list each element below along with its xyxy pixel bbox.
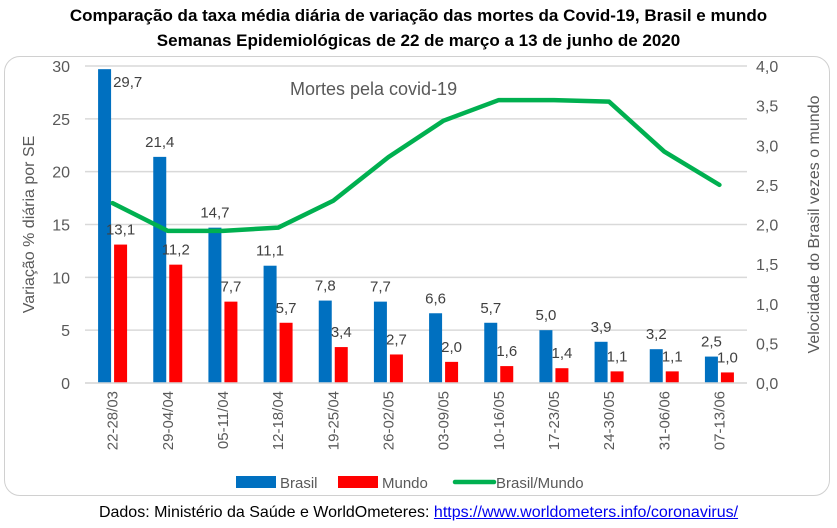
bar-brasil (704, 356, 718, 383)
data-label-brasil: 6,6 (425, 290, 446, 307)
data-label-mundo: 11,2 (162, 242, 190, 259)
bar-brasil (539, 330, 553, 383)
x-tick-label: 31-06/06 (656, 391, 673, 450)
bar-mundo (445, 361, 459, 383)
legend-label-brasil-mundo: Brasil/Mundo (496, 475, 584, 492)
data-label-mundo: 13,1 (106, 222, 135, 239)
chart-title: Comparação da taxa média diária de varia… (69, 6, 768, 25)
bar-mundo (114, 244, 128, 383)
data-label-mundo: 1,0 (717, 349, 738, 366)
bar-brasil (263, 265, 277, 383)
legend-label-mundo: Mundo (382, 475, 428, 492)
data-label-mundo: 3,4 (331, 324, 352, 341)
x-tick-label: 07-13/06 (711, 391, 728, 450)
y-axis-label: Variação % diária por SE (21, 136, 38, 314)
bar-mundo (224, 301, 238, 383)
data-label-brasil: 7,8 (315, 278, 336, 295)
x-tick-label: 05-11/04 (215, 391, 232, 449)
bar-mundo (169, 264, 183, 383)
x-tick-label: 19-25/04 (325, 391, 342, 450)
y-tick-label: 30 (52, 59, 70, 76)
data-label-mundo: 1,1 (607, 348, 628, 365)
chart-frame (4, 56, 830, 496)
data-label-mundo: 2,7 (386, 331, 407, 348)
bar-mundo (720, 372, 734, 383)
x-tick-label: 10-16/05 (491, 391, 508, 450)
y-tick-label: 0 (61, 376, 70, 393)
y-tick-label: 25 (52, 112, 70, 129)
y-tick-label: 15 (52, 218, 70, 235)
data-label-brasil: 11,1 (256, 243, 284, 260)
y2-tick-label: 4,0 (756, 59, 778, 76)
legend-swatch-mundo (338, 476, 378, 488)
data-label-brasil: 14,7 (200, 205, 229, 222)
x-tick-label: 17-23/05 (546, 391, 563, 450)
y-tick-label: 20 (52, 165, 70, 182)
bar-mundo (334, 347, 348, 383)
bar-brasil (429, 313, 443, 383)
bar-brasil (484, 322, 498, 383)
bar-mundo (555, 368, 569, 383)
data-label-mundo: 2,0 (441, 339, 462, 356)
y2-tick-label: 2,5 (756, 178, 778, 195)
x-tick-label: 24-30/05 (601, 391, 618, 450)
line-brasil-mundo (110, 97, 722, 234)
legend-swatch-brasil (236, 476, 276, 488)
bar-mundo (500, 366, 514, 383)
data-label-brasil: 7,7 (370, 279, 391, 296)
bar-mundo (665, 371, 679, 383)
bar-mundo (610, 371, 624, 383)
y2-axis-label: Velocidade do Brasil vezes o mundo (806, 95, 823, 353)
source-link[interactable]: https://www.worldometers.info/coronaviru… (433, 504, 739, 521)
data-label-mundo: 5,7 (276, 300, 297, 317)
chart-subtitle: Semanas Epidemiológicas de 22 de março a… (156, 31, 681, 50)
bar-brasil (649, 349, 663, 383)
data-label-brasil: 3,2 (646, 326, 667, 343)
y2-tick-label: 1,0 (756, 297, 778, 314)
chart-annotation: Mortes pela covid-19 (290, 79, 457, 99)
data-label-brasil: 5,7 (480, 300, 501, 317)
x-tick-label: 12-18/04 (270, 391, 287, 450)
bar-brasil (208, 227, 222, 383)
data-label-brasil: 3,9 (591, 319, 612, 336)
source-note: Dados: Ministério da Saúde e WorldOmeter… (0, 504, 837, 522)
data-label-mundo: 1,6 (496, 343, 517, 360)
bar-brasil (153, 156, 167, 383)
bar-brasil (98, 69, 112, 384)
y2-tick-label: 3,5 (756, 99, 778, 116)
y2-tick-label: 1,5 (756, 257, 778, 274)
data-label-mundo: 7,7 (220, 279, 241, 296)
y2-tick-label: 2,0 (756, 218, 778, 235)
x-tick-label: 03-09/05 (436, 391, 453, 450)
bar-brasil (594, 341, 608, 383)
data-label-mundo: 1,4 (551, 345, 572, 362)
data-label-brasil: 29,7 (113, 74, 142, 91)
bar-brasil (318, 300, 332, 383)
y2-tick-label: 0,0 (756, 376, 778, 393)
data-label-mundo: 1,1 (662, 348, 683, 365)
y2-tick-label: 0,5 (756, 336, 778, 353)
x-tick-label: 26-02/05 (380, 391, 397, 450)
bar-brasil (373, 301, 387, 383)
legend-label-brasil: Brasil (280, 475, 318, 492)
bar-mundo (279, 322, 293, 383)
y-tick-label: 10 (52, 270, 70, 287)
x-tick-label: 22-28/03 (105, 391, 122, 450)
data-label-brasil: 21,4 (145, 134, 174, 151)
y2-tick-label: 3,0 (756, 138, 778, 155)
y-tick-label: 5 (61, 323, 70, 340)
bar-mundo (389, 354, 403, 383)
source-text: Dados: Ministério da Saúde e WorldOmeter… (98, 504, 434, 521)
x-tick-label: 29-04/04 (160, 391, 177, 450)
data-label-brasil: 5,0 (535, 307, 556, 324)
data-label-brasil: 2,5 (701, 334, 722, 351)
